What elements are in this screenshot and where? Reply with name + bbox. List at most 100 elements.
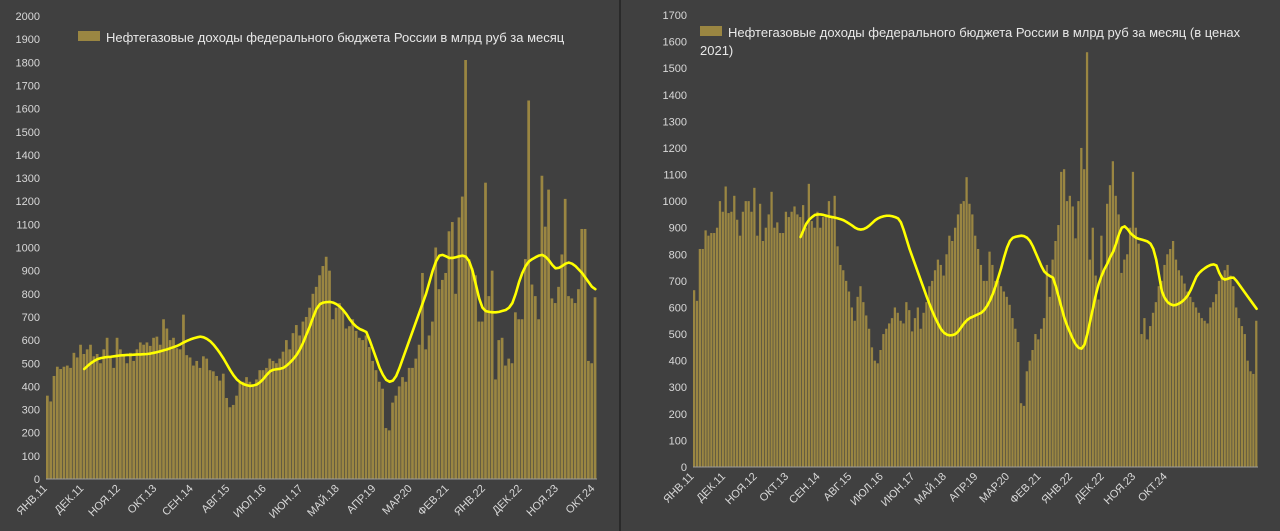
right-bar: [1094, 275, 1097, 467]
left-bar: [238, 382, 242, 479]
right-bar: [910, 331, 914, 467]
left-bar: [374, 370, 378, 479]
right-bar: [824, 214, 828, 467]
left-bar: [188, 357, 192, 479]
right-bar: [933, 270, 937, 467]
right-bar: [953, 227, 957, 467]
right-bar: [1022, 405, 1026, 467]
right-bar: [1160, 280, 1163, 467]
left-bar: [464, 59, 467, 480]
right-bar: [879, 350, 882, 467]
right-bar: [1074, 238, 1077, 467]
right-bar: [1011, 318, 1014, 467]
left-bar: [437, 289, 441, 479]
right-bar: [919, 328, 922, 467]
right-bar: [1223, 270, 1226, 467]
right-bar: [842, 270, 845, 467]
right-bar: [1252, 373, 1255, 467]
legend-left-swatch: [78, 31, 100, 41]
right-bar: [756, 235, 759, 467]
right-bar: [974, 235, 977, 467]
right-bar: [693, 290, 696, 467]
right-bar: [997, 280, 1000, 467]
right-bar: [1255, 320, 1258, 467]
right-bar: [710, 233, 713, 467]
right-bar: [853, 320, 856, 467]
left-bar: [85, 349, 89, 479]
right-bar: [1105, 203, 1109, 467]
right-bar: [1177, 270, 1180, 467]
right-bar: [850, 307, 854, 467]
right-xtick-label: СЕН.14: [787, 471, 823, 507]
left-bar: [271, 360, 275, 479]
left-bar: [563, 198, 567, 479]
right-bar: [885, 328, 888, 467]
right-bar: [1163, 264, 1166, 467]
left-bar: [185, 355, 189, 479]
left-bar: [341, 310, 345, 479]
right-ytick-label: 600: [669, 302, 687, 314]
right-bar: [1146, 339, 1149, 467]
left-bar: [248, 381, 252, 479]
right-bar: [1031, 350, 1034, 467]
left-bar: [294, 325, 298, 479]
right-bar: [1232, 286, 1235, 467]
left-bar: [590, 363, 594, 479]
left-xtick-label: АПР.19: [345, 483, 379, 517]
left-bar: [354, 330, 358, 479]
legend-left-label: Нефтегазовые доходы федерального бюджета…: [106, 30, 565, 45]
left-bar: [228, 407, 232, 479]
right-bar: [744, 201, 747, 467]
right-bar: [707, 235, 710, 467]
left-ytick-label: 600: [22, 335, 40, 347]
right-bar: [1042, 318, 1046, 467]
left-bar: [65, 365, 69, 479]
left-bar: [434, 247, 438, 479]
left-bar: [367, 347, 371, 479]
right-bar: [1134, 227, 1137, 467]
left-bar: [377, 381, 381, 479]
left-bar: [543, 226, 547, 479]
left-bar: [570, 298, 574, 479]
left-bar: [411, 367, 414, 479]
left-bar: [583, 228, 587, 479]
right-bar: [1103, 270, 1106, 467]
right-bar: [1114, 195, 1117, 468]
right-bar: [733, 195, 736, 468]
right-bar: [856, 296, 859, 467]
right-bar: [1214, 294, 1218, 467]
panel-divider: [619, 0, 621, 531]
left-bar: [401, 377, 404, 479]
right-ytick-label: 200: [669, 409, 687, 421]
left-bar: [49, 401, 53, 479]
right-bar: [942, 275, 945, 467]
right-bar: [916, 307, 919, 467]
left-bar: [168, 340, 172, 479]
right-bar: [761, 241, 765, 467]
right-bar: [999, 286, 1003, 467]
right-bar: [813, 227, 816, 467]
left-bar: [387, 430, 391, 479]
left-ytick-label: 1900: [16, 34, 40, 46]
left-bar: [533, 296, 537, 479]
right-bar: [936, 259, 940, 467]
right-bar: [1045, 264, 1049, 467]
right-bar: [939, 264, 942, 467]
left-bar: [55, 366, 59, 479]
left-ytick-label: 400: [22, 381, 40, 393]
right-bar: [905, 302, 908, 467]
left-bar: [198, 367, 202, 479]
right-bar: [727, 213, 730, 467]
left-bar: [520, 319, 524, 479]
right-bar: [1065, 201, 1069, 467]
left-bar: [211, 371, 215, 479]
left-bar: [304, 316, 308, 479]
left-bar: [460, 196, 464, 479]
left-ytick-label: 1800: [16, 57, 40, 69]
right-ytick-label: 300: [669, 382, 687, 394]
right-bar: [741, 211, 745, 467]
right-bar: [994, 280, 997, 467]
right-xtick-label: ДЕК.22: [1072, 471, 1106, 505]
left-bar: [440, 279, 444, 479]
left-bar: [507, 358, 511, 479]
